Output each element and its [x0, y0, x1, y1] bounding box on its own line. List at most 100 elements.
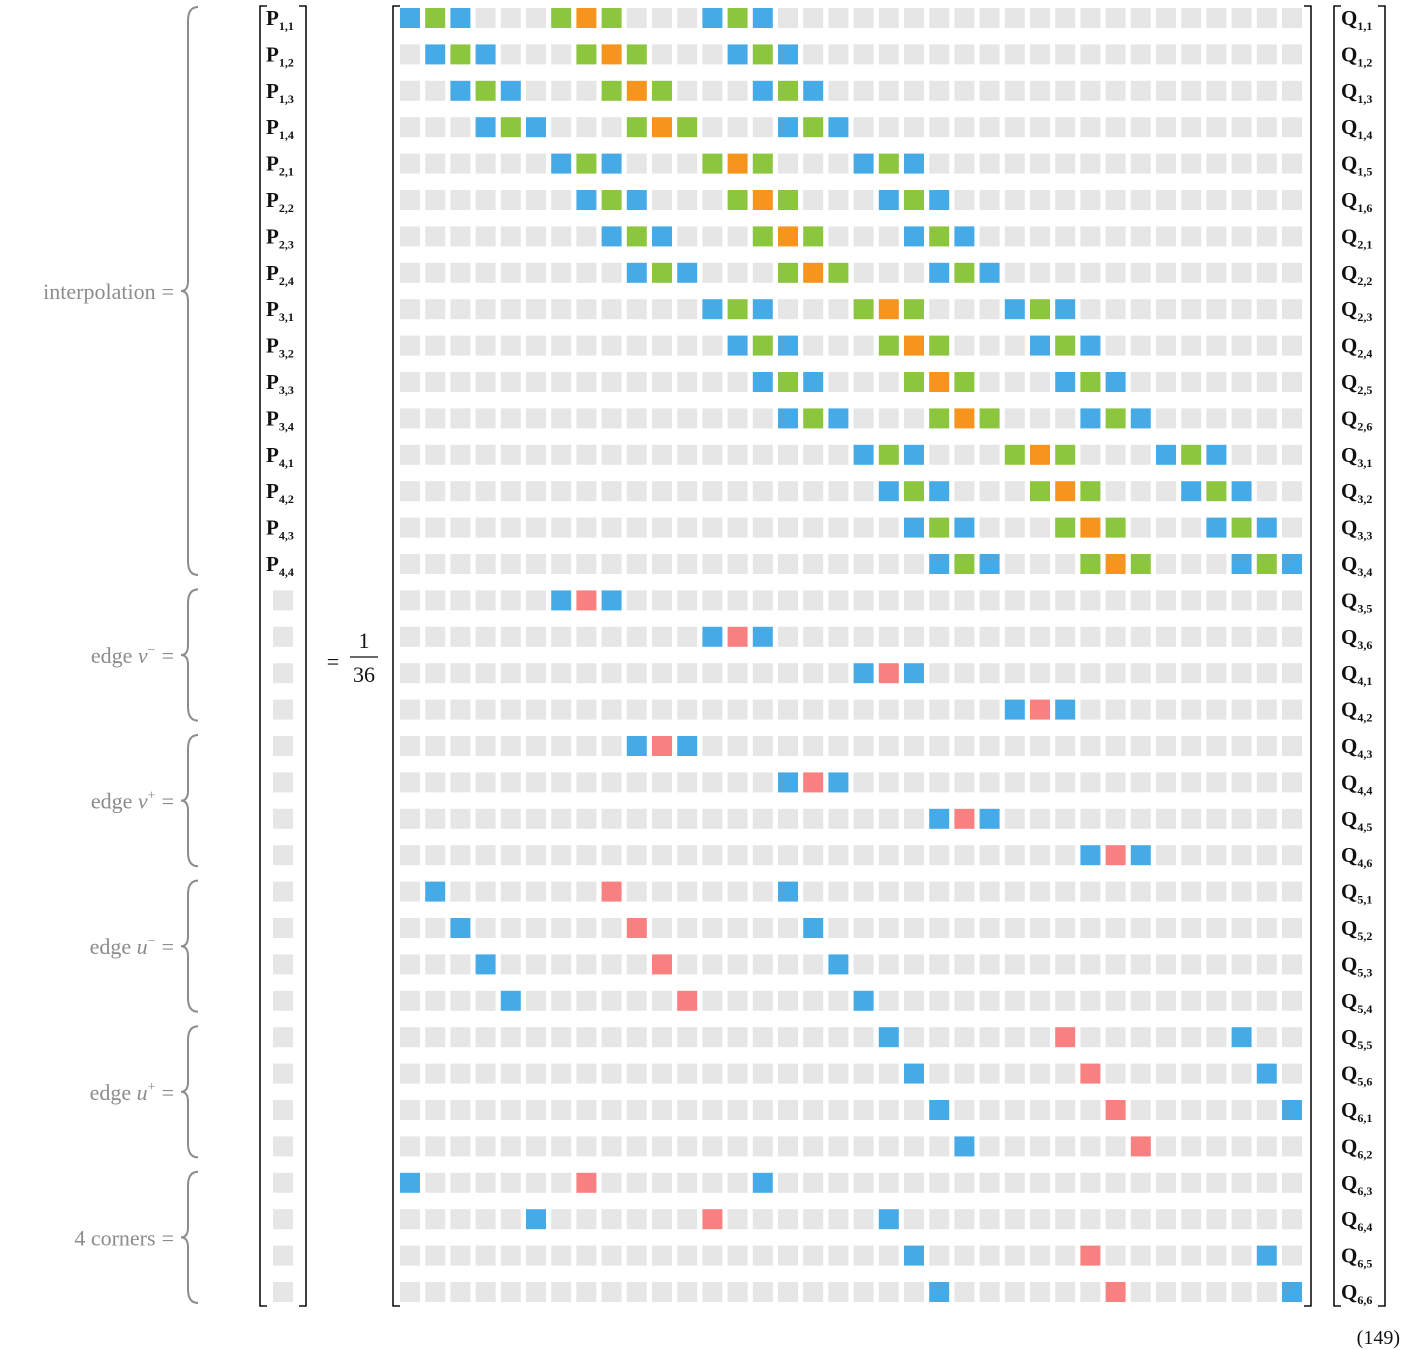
- cell-empty: [1282, 335, 1302, 356]
- cell-empty: [727, 80, 748, 101]
- matrix-row: [400, 845, 1302, 866]
- cell-empty: [601, 117, 622, 138]
- cell-empty: [1206, 1063, 1227, 1084]
- cell-empty: [1030, 517, 1050, 538]
- cell-empty: [702, 663, 723, 684]
- cell-empty: [727, 226, 748, 247]
- cell-empty: [1105, 1027, 1126, 1048]
- cell-empty: [500, 663, 521, 684]
- cell-empty: [1130, 699, 1151, 720]
- cell-empty: [576, 772, 597, 793]
- cell-empty: [500, 1100, 521, 1120]
- cell-empty: [652, 1100, 672, 1120]
- cell-empty: [727, 554, 748, 574]
- cell-blue: [1156, 444, 1176, 465]
- cell-empty: [1130, 1209, 1151, 1230]
- cell-empty: [1206, 1100, 1227, 1120]
- cell-green: [1256, 554, 1277, 574]
- rhs-index: 1,1: [1357, 19, 1372, 33]
- cell-blue: [929, 190, 950, 210]
- cell-green: [1055, 335, 1076, 356]
- cell-empty: [1004, 1027, 1025, 1048]
- cell-empty: [1256, 990, 1277, 1011]
- cell-empty: [1156, 990, 1176, 1011]
- cell-empty: [1004, 1063, 1025, 1084]
- cell-empty: [601, 1136, 622, 1157]
- cell-blue: [626, 262, 647, 283]
- cell-empty: [1181, 990, 1202, 1011]
- cell-empty: [853, 554, 874, 574]
- rhs-entry: Q6,6: [1341, 1280, 1372, 1307]
- cell-empty: [677, 408, 698, 429]
- cell-empty: [601, 335, 622, 356]
- cell-red: [1055, 1027, 1076, 1048]
- cell-blue: [450, 80, 471, 101]
- cell-empty: [551, 80, 572, 101]
- cell-empty: [1282, 954, 1302, 975]
- cell-empty: [702, 444, 723, 465]
- cell-empty: [1156, 335, 1176, 356]
- rhs-entry: Q2,4: [1341, 334, 1372, 361]
- cell-empty: [803, 845, 824, 866]
- cell-empty: [1156, 954, 1176, 975]
- cell-empty: [1004, 117, 1025, 138]
- cell-empty: [1004, 80, 1025, 101]
- cell-empty: [1130, 517, 1151, 538]
- cell-empty: [1282, 626, 1302, 647]
- lhs-index: 1,1: [279, 19, 294, 33]
- cell-empty: [929, 153, 950, 174]
- cell-empty: [803, 481, 824, 502]
- cell-empty: [853, 772, 874, 793]
- cell-orange: [803, 262, 824, 283]
- cell-empty: [652, 372, 672, 392]
- rhs-vector: Q1,1Q1,2Q1,3Q1,4Q1,5Q1,6Q2,1Q2,2Q2,3Q2,4…: [1333, 5, 1386, 1307]
- cell-empty: [904, 80, 924, 101]
- cell-empty: [954, 335, 975, 356]
- cell-empty: [1181, 1027, 1202, 1048]
- cell-empty: [576, 554, 597, 574]
- rhs-entry: Q5,6: [1341, 1062, 1372, 1089]
- cell-empty: [450, 772, 471, 793]
- cell-empty: [475, 408, 496, 429]
- cell-empty: [425, 408, 446, 429]
- cell-empty: [878, 918, 899, 938]
- cell-empty: [954, 663, 975, 684]
- cell-blue: [1080, 845, 1101, 866]
- cell-empty: [1181, 226, 1202, 247]
- lhs-empty-cell: [273, 918, 293, 938]
- cell-empty: [1206, 808, 1227, 829]
- cell-empty: [1030, 736, 1050, 756]
- cell-empty: [979, 1027, 1000, 1048]
- cell-empty: [979, 881, 1000, 902]
- cell-empty: [475, 1282, 496, 1302]
- rhs-entry: Q1,6: [1341, 188, 1372, 215]
- cell-empty: [652, 772, 672, 793]
- cell-empty: [1130, 1245, 1151, 1266]
- lhs-right-bracket: [299, 5, 307, 1307]
- cell-blue: [752, 1172, 773, 1193]
- cell-empty: [1256, 918, 1277, 938]
- cell-empty: [626, 335, 647, 356]
- cell-empty: [828, 1100, 849, 1120]
- cell-empty: [979, 1172, 1000, 1193]
- cell-empty: [1181, 299, 1202, 320]
- cell-empty: [425, 772, 446, 793]
- cell-empty: [526, 881, 546, 902]
- cell-empty: [1080, 299, 1101, 320]
- cell-empty: [1080, 699, 1101, 720]
- cell-empty: [878, 1172, 899, 1193]
- rhs-entry: Q4,5: [1341, 807, 1372, 834]
- cell-empty: [1231, 990, 1252, 1011]
- cell-red: [954, 808, 975, 829]
- cell-empty: [551, 808, 572, 829]
- cell-blue: [752, 80, 773, 101]
- rhs-entry: Q6,4: [1341, 1207, 1372, 1234]
- cell-empty: [1181, 736, 1202, 756]
- lhs-index: 4,3: [279, 529, 294, 543]
- cell-empty: [526, 80, 546, 101]
- cell-empty: [803, 335, 824, 356]
- cell-empty: [652, 626, 672, 647]
- cell-empty: [1206, 590, 1227, 611]
- cell-blue: [727, 44, 748, 65]
